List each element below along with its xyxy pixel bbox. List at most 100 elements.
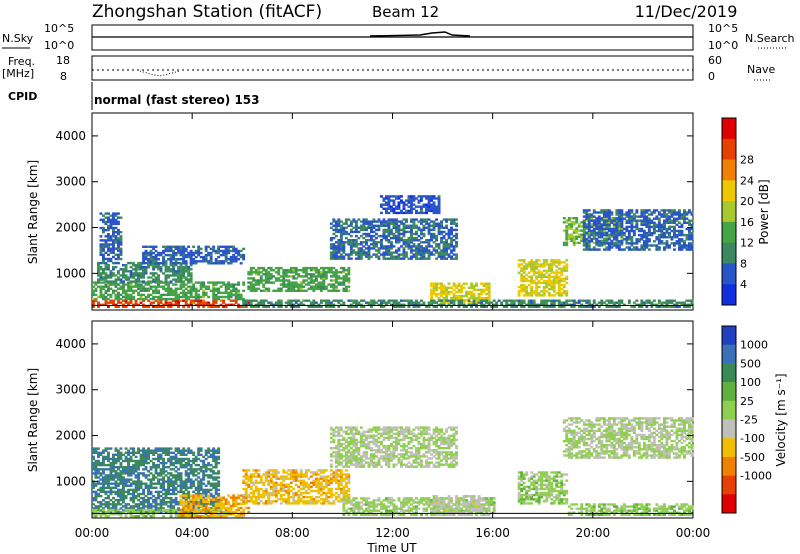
heatmap-cell	[182, 268, 186, 271]
heatmap-cell	[169, 501, 173, 504]
heatmap-cell	[385, 222, 388, 225]
heatmap-cell	[199, 303, 203, 306]
heatmap-cell	[652, 303, 656, 306]
heatmap-cell	[97, 468, 100, 471]
heatmap-cell	[109, 276, 113, 279]
heatmap-cell	[177, 507, 180, 510]
heatmap-cell	[585, 305, 589, 308]
heatmap-cell	[167, 270, 170, 273]
heatmap-cell	[109, 486, 113, 489]
heatmap-cell	[457, 301, 461, 304]
heatmap-cell	[199, 299, 203, 302]
heatmap-cell	[147, 299, 150, 302]
heatmap-cell	[339, 299, 343, 302]
heatmap-cell	[615, 301, 619, 304]
heatmap-cell	[167, 488, 170, 492]
heatmap-cell	[520, 290, 524, 293]
heatmap-cell	[97, 459, 100, 463]
heatmap-cell	[422, 228, 426, 232]
heatmap-cell	[252, 305, 256, 308]
heatmap-cell	[207, 468, 211, 471]
heatmap-cell	[532, 261, 536, 264]
heatmap-cell	[219, 291, 223, 295]
heatmap-cell	[132, 466, 135, 469]
heatmap-cell	[139, 484, 143, 487]
heatmap-cell	[635, 303, 639, 306]
heatmap-cell	[134, 455, 138, 459]
heatmap-cell	[442, 257, 446, 260]
heatmap-cell	[124, 451, 128, 454]
heatmap-cell	[124, 289, 128, 292]
heatmap-cell	[482, 288, 486, 292]
heatmap-cell	[167, 449, 170, 452]
heatmap-cell	[597, 221, 601, 224]
heatmap-cell	[400, 211, 403, 215]
heatmap-cell	[207, 285, 211, 288]
heatmap-cell	[197, 490, 201, 494]
heatmap-cell	[154, 486, 158, 489]
heatmap-cell	[264, 271, 268, 274]
heatmap-cell	[137, 503, 140, 506]
heatmap-cell	[665, 246, 669, 249]
heatmap-cell	[109, 295, 113, 299]
heatmap-cell	[565, 231, 569, 234]
heatmap-cell	[107, 220, 110, 224]
heatmap-cell	[334, 273, 338, 276]
heatmap-cell	[532, 305, 536, 308]
heatmap-cell	[232, 253, 236, 257]
heatmap-cell	[605, 299, 609, 302]
heatmap-cell	[387, 234, 391, 238]
heatmap-cell	[214, 283, 218, 286]
heatmap-cell	[194, 295, 198, 299]
heatmap-cell	[164, 470, 168, 473]
heatmap-cell	[600, 301, 604, 304]
heatmap-cell	[517, 265, 521, 268]
heatmap-cell	[334, 222, 338, 225]
heatmap-cell	[452, 282, 456, 285]
heatmap-cell	[683, 213, 686, 216]
heatmap-cell	[420, 207, 423, 210]
heatmap-cell	[347, 273, 351, 276]
heatmap-cell	[525, 273, 529, 276]
heatmap-cell	[234, 287, 238, 290]
heatmap-cell	[277, 289, 281, 292]
heatmap-cell	[199, 453, 203, 456]
heatmap-cell	[107, 505, 110, 508]
heatmap-cell	[417, 228, 421, 232]
heatmap-cell	[420, 245, 423, 248]
colorbar-swatch	[722, 201, 736, 223]
heatmap-cell	[162, 293, 165, 297]
heatmap-cell	[214, 287, 218, 290]
heatmap-cell	[154, 258, 158, 261]
heatmap-cell	[204, 301, 208, 304]
heatmap-cell	[302, 281, 306, 284]
heatmap-cell	[430, 251, 433, 254]
heatmap-cell	[322, 277, 326, 280]
heatmap-cell	[510, 305, 514, 308]
heatmap-cell	[112, 220, 115, 224]
heatmap-cell	[202, 505, 206, 508]
heatmap-cell	[199, 255, 203, 259]
heatmap-cell	[184, 499, 188, 502]
heatmap-cell	[182, 260, 186, 263]
heatmap-cell	[299, 287, 303, 290]
heatmap-cell	[650, 219, 654, 222]
heatmap-cell	[212, 501, 216, 504]
heatmap-cell	[132, 295, 135, 299]
heatmap-cell	[164, 466, 168, 469]
heatmap-cell	[104, 496, 108, 500]
heatmap-cell	[673, 233, 676, 237]
heatmap-cell	[585, 233, 589, 236]
heatmap-cell	[535, 294, 539, 297]
heatmap-cell	[159, 484, 163, 487]
heatmap-cell	[427, 239, 431, 242]
heatmap-cell	[107, 268, 110, 271]
heatmap-cell	[104, 492, 108, 496]
heatmap-cell	[154, 503, 158, 506]
heatmap-cell	[209, 453, 213, 456]
heatmap-cell	[607, 215, 611, 218]
heatmap-cell	[562, 241, 566, 245]
heatmap-cell	[117, 245, 120, 248]
heatmap-cell	[612, 231, 616, 235]
freq-left-label: Freq.	[8, 55, 35, 68]
